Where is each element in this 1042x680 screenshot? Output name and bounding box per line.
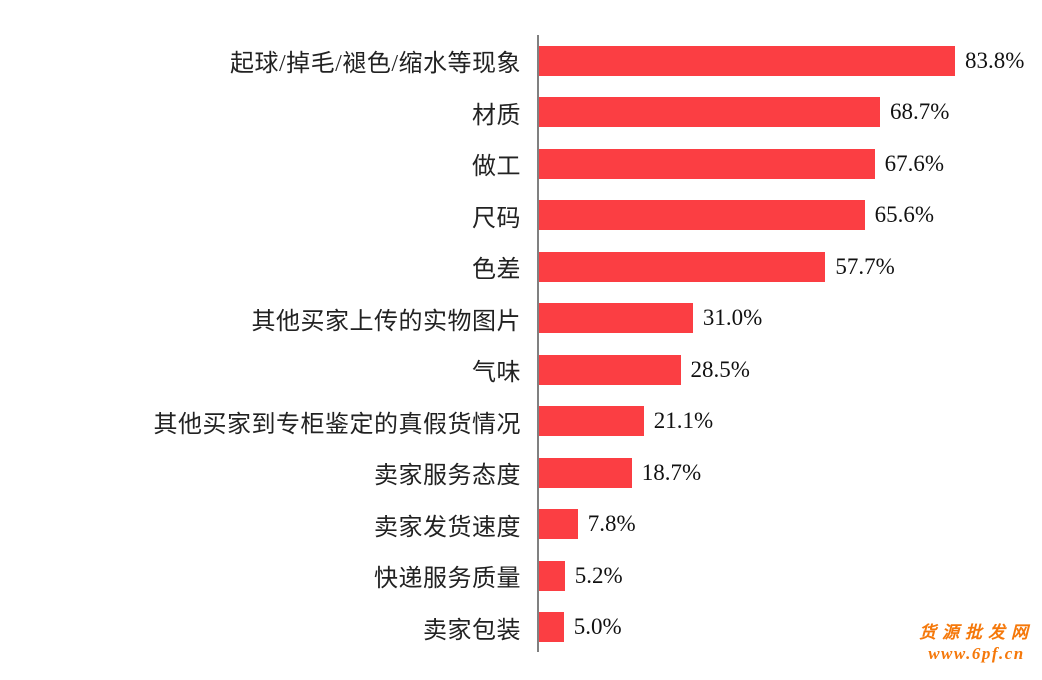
chart-rows: 起球/掉毛/褪色/缩水等现象 83.8% 材质 68.7% 做工 67.6% 尺码 65.6%…: [0, 35, 1042, 653]
category-label: 气味: [472, 360, 521, 387]
value-label: 83.8%: [965, 47, 1025, 73]
bar-row: 快递服务质量 5.2%: [0, 550, 1042, 602]
bar: [539, 406, 644, 437]
value-label: 7.8%: [587, 511, 636, 537]
value-label: 68.7%: [890, 99, 950, 125]
value-label: 57.7%: [835, 253, 895, 279]
value-label: 21.1%: [653, 408, 714, 434]
bar-row: 卖家发货速度 7.8%: [0, 499, 1042, 551]
bar-row: 卖家包装 5.0%: [0, 602, 1042, 654]
bar-row: 气味 28.5%: [0, 344, 1042, 396]
bar-row: 其他买家上传的实物图片 31.0%: [0, 293, 1042, 345]
bar: [539, 509, 578, 540]
category-label: 做工: [472, 154, 521, 181]
y-axis-line: [537, 35, 539, 652]
category-label: 尺码: [472, 205, 521, 232]
value-label: 28.5%: [690, 356, 750, 382]
category-label: 卖家服务态度: [374, 463, 521, 490]
bar-row: 色差 57.7%: [0, 241, 1042, 293]
bar-row: 尺码 65.6%: [0, 190, 1042, 242]
category-label: 其他买家到专柜鉴定的真假货情况: [153, 411, 521, 438]
bar-row: 做工 67.6%: [0, 138, 1042, 190]
bar: [539, 354, 681, 385]
bar: [539, 303, 693, 334]
category-label: 卖家发货速度: [374, 514, 521, 541]
bar: [539, 45, 955, 76]
bar: [539, 560, 565, 591]
bar-row: 卖家服务态度 18.7%: [0, 447, 1042, 499]
category-label: 色差: [472, 257, 521, 284]
bar: [539, 97, 880, 128]
bar: [539, 251, 826, 282]
bar-row: 起球/掉毛/褪色/缩水等现象 83.8%: [0, 35, 1042, 87]
bar: [539, 612, 564, 643]
watermark-site-url: www.6pf.cn: [928, 644, 1025, 663]
value-label: 31.0%: [702, 305, 763, 331]
value-label: 65.6%: [874, 202, 935, 228]
value-label: 67.6%: [884, 150, 945, 176]
category-label: 卖家包装: [423, 617, 521, 644]
bar: [539, 200, 865, 231]
category-label: 起球/掉毛/褪色/缩水等现象: [229, 51, 521, 78]
bar: [539, 457, 632, 488]
watermark: 货源批发网 www.6pf.cn: [919, 622, 1034, 664]
bar-row: 其他买家到专柜鉴定的真假货情况 21.1%: [0, 396, 1042, 448]
category-label: 其他买家上传的实物图片: [251, 308, 521, 335]
category-label: 材质: [472, 102, 521, 129]
bar: [539, 148, 875, 179]
bar-row: 材质 68.7%: [0, 87, 1042, 139]
value-label: 5.0%: [573, 614, 622, 640]
watermark-site-name: 货源批发网: [919, 623, 1034, 642]
category-label: 快递服务质量: [374, 566, 521, 593]
value-label: 18.7%: [641, 459, 702, 485]
value-label: 5.2%: [574, 562, 623, 588]
